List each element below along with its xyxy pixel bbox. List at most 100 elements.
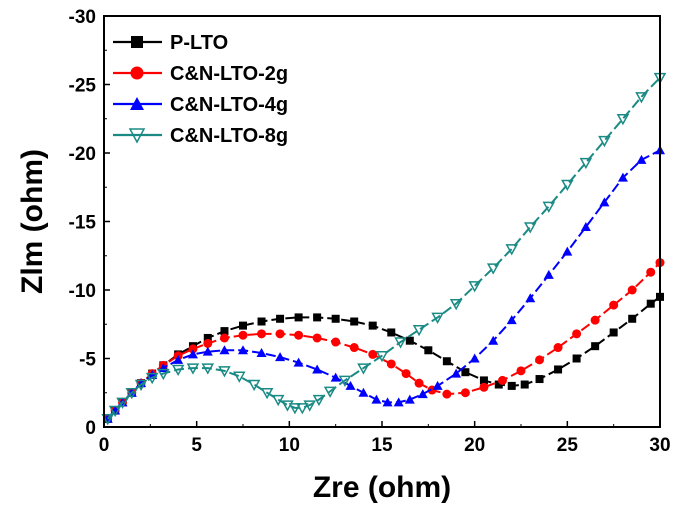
data-point xyxy=(233,371,246,383)
data-point xyxy=(393,397,404,407)
data-point xyxy=(554,365,563,374)
data-point xyxy=(572,329,582,339)
data-point xyxy=(256,348,267,358)
data-point xyxy=(497,375,507,385)
data-point xyxy=(219,333,229,343)
data-point xyxy=(591,342,600,351)
data-point xyxy=(312,364,323,374)
series-line xyxy=(106,261,661,420)
data-point xyxy=(627,285,637,295)
data-point xyxy=(271,394,285,407)
data-point xyxy=(405,336,414,345)
data-point xyxy=(628,314,637,323)
data-point xyxy=(561,179,574,192)
data-point xyxy=(535,375,544,384)
data-point xyxy=(646,299,655,308)
legend: P-LTO C&N-LTO-2g C&N-LTO-4g C&N-LTO-8g xyxy=(113,32,288,147)
data-point xyxy=(572,354,581,363)
data-point xyxy=(294,330,304,340)
data-point xyxy=(238,345,248,355)
series-line xyxy=(106,149,661,420)
data-point xyxy=(553,343,563,353)
data-point xyxy=(451,368,462,378)
data-point xyxy=(368,349,378,359)
data-point xyxy=(401,369,411,379)
legend-marker xyxy=(130,66,144,80)
data-point xyxy=(101,414,114,426)
data-point xyxy=(535,355,545,365)
legend-label: C&N-LTO-2g xyxy=(170,63,288,85)
data-point xyxy=(368,321,377,330)
data-point xyxy=(275,352,286,362)
data-point xyxy=(257,317,266,326)
data-point xyxy=(296,403,309,415)
data-point xyxy=(350,317,359,326)
data-point xyxy=(345,380,356,390)
y-tick-label: -30 xyxy=(69,7,96,28)
data-point xyxy=(387,328,396,337)
data-point xyxy=(276,314,285,323)
data-point xyxy=(108,405,122,418)
x-tick-label: 5 xyxy=(191,435,202,456)
data-point xyxy=(239,321,247,330)
data-point xyxy=(281,400,294,412)
data-point xyxy=(599,197,610,207)
x-tick-label: 10 xyxy=(279,435,300,456)
data-point xyxy=(404,394,415,404)
series-2 xyxy=(102,145,665,423)
data-point xyxy=(525,293,536,303)
data-point xyxy=(157,368,170,381)
data-point xyxy=(331,337,341,347)
data-point xyxy=(201,363,215,375)
data-point xyxy=(219,345,230,355)
data-point xyxy=(275,329,285,339)
y-axis-title: Zlm (ohm) xyxy=(16,149,49,294)
data-point xyxy=(349,343,359,353)
data-point xyxy=(294,313,303,322)
y-tick-label: 0 xyxy=(85,418,96,439)
data-point xyxy=(609,328,618,337)
data-point xyxy=(357,363,370,375)
data-point xyxy=(125,388,139,400)
data-point xyxy=(375,351,389,363)
data-point xyxy=(507,381,516,390)
data-point xyxy=(636,154,647,164)
data-point xyxy=(220,327,229,336)
data-point xyxy=(358,387,369,397)
data-point xyxy=(238,330,248,340)
data-point xyxy=(646,267,656,277)
data-point xyxy=(543,269,554,279)
legend-marker xyxy=(130,97,144,110)
data-point xyxy=(516,366,526,376)
x-tick-label: 15 xyxy=(371,435,393,456)
data-point xyxy=(134,379,148,392)
data-point xyxy=(187,349,198,359)
x-tick-label: 20 xyxy=(464,435,485,456)
data-point xyxy=(145,372,159,385)
x-axis-title: Zre (ohm) xyxy=(313,471,451,504)
data-point xyxy=(312,394,326,407)
data-point xyxy=(331,314,340,323)
data-point xyxy=(188,344,198,354)
data-point xyxy=(323,386,337,398)
data-point xyxy=(494,380,503,389)
data-point xyxy=(460,388,470,398)
x-tick-label: 0 xyxy=(99,435,110,456)
data-point xyxy=(580,221,591,231)
data-point xyxy=(506,315,517,325)
legend-label: P-LTO xyxy=(170,32,228,54)
data-point xyxy=(617,172,628,182)
series-line xyxy=(106,76,661,420)
data-point xyxy=(488,335,499,345)
data-point xyxy=(338,375,352,387)
axes: 0 5 10 15 20 25 30 0 -5 -10 -15 -20 -25 -30 xyxy=(69,7,671,456)
x-tick-label: 25 xyxy=(557,435,579,456)
data-point xyxy=(414,378,424,388)
data-point xyxy=(417,389,428,399)
data-point xyxy=(432,380,443,390)
data-point xyxy=(486,263,500,275)
data-point xyxy=(479,382,489,392)
data-point xyxy=(442,357,451,366)
series-1 xyxy=(103,258,665,424)
y-tick-label: -5 xyxy=(79,350,96,371)
